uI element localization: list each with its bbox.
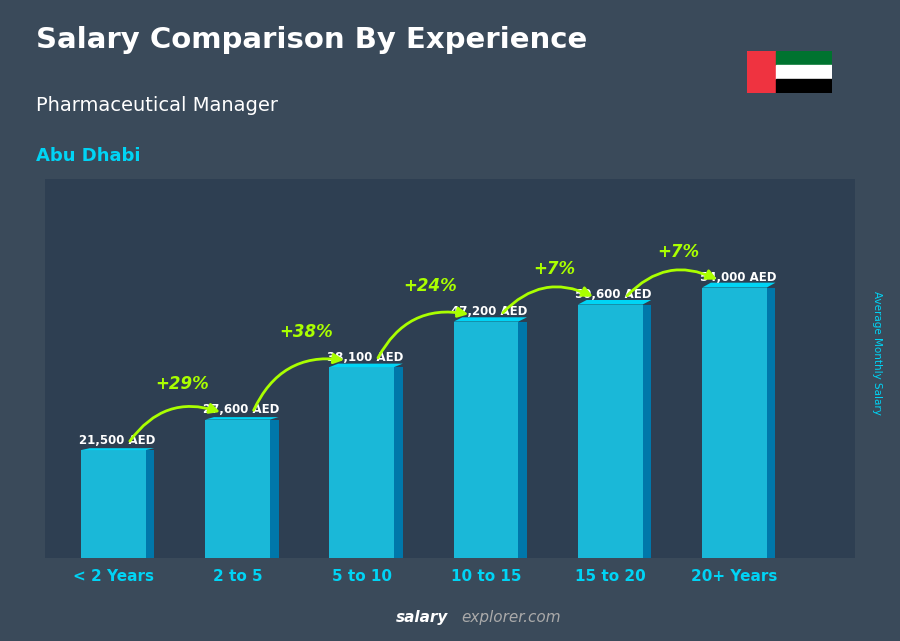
Text: salary: salary <box>396 610 448 625</box>
Text: 50,600 AED: 50,600 AED <box>575 288 652 301</box>
Text: +29%: +29% <box>155 376 209 394</box>
Polygon shape <box>776 79 832 93</box>
Polygon shape <box>747 51 776 93</box>
Text: 21,500 AED: 21,500 AED <box>78 434 155 447</box>
Polygon shape <box>454 322 518 558</box>
Text: Pharmaceutical Manager: Pharmaceutical Manager <box>36 96 278 115</box>
Text: explorer.com: explorer.com <box>461 610 561 625</box>
Text: +7%: +7% <box>658 244 699 262</box>
Polygon shape <box>81 448 154 450</box>
Text: 47,200 AED: 47,200 AED <box>451 305 527 319</box>
Polygon shape <box>329 363 403 367</box>
Polygon shape <box>329 367 394 558</box>
Text: 38,100 AED: 38,100 AED <box>327 351 403 364</box>
Polygon shape <box>578 300 652 304</box>
Polygon shape <box>578 304 643 558</box>
Text: Abu Dhabi: Abu Dhabi <box>36 147 140 165</box>
Polygon shape <box>205 420 270 558</box>
Polygon shape <box>394 367 403 558</box>
Polygon shape <box>518 322 527 558</box>
Polygon shape <box>270 420 279 558</box>
Polygon shape <box>702 283 776 288</box>
Polygon shape <box>702 288 767 558</box>
Text: +24%: +24% <box>403 278 457 296</box>
Polygon shape <box>643 304 652 558</box>
Polygon shape <box>81 450 146 558</box>
Polygon shape <box>767 288 776 558</box>
Polygon shape <box>146 450 154 558</box>
Polygon shape <box>776 65 832 79</box>
Text: +38%: +38% <box>279 323 333 341</box>
Polygon shape <box>776 51 832 65</box>
Polygon shape <box>454 317 527 322</box>
Text: Average Monthly Salary: Average Monthly Salary <box>872 290 883 415</box>
Polygon shape <box>205 417 279 420</box>
Text: +7%: +7% <box>534 260 575 278</box>
Text: 27,600 AED: 27,600 AED <box>202 403 279 417</box>
Text: Salary Comparison By Experience: Salary Comparison By Experience <box>36 26 587 54</box>
Text: 54,000 AED: 54,000 AED <box>699 271 776 285</box>
